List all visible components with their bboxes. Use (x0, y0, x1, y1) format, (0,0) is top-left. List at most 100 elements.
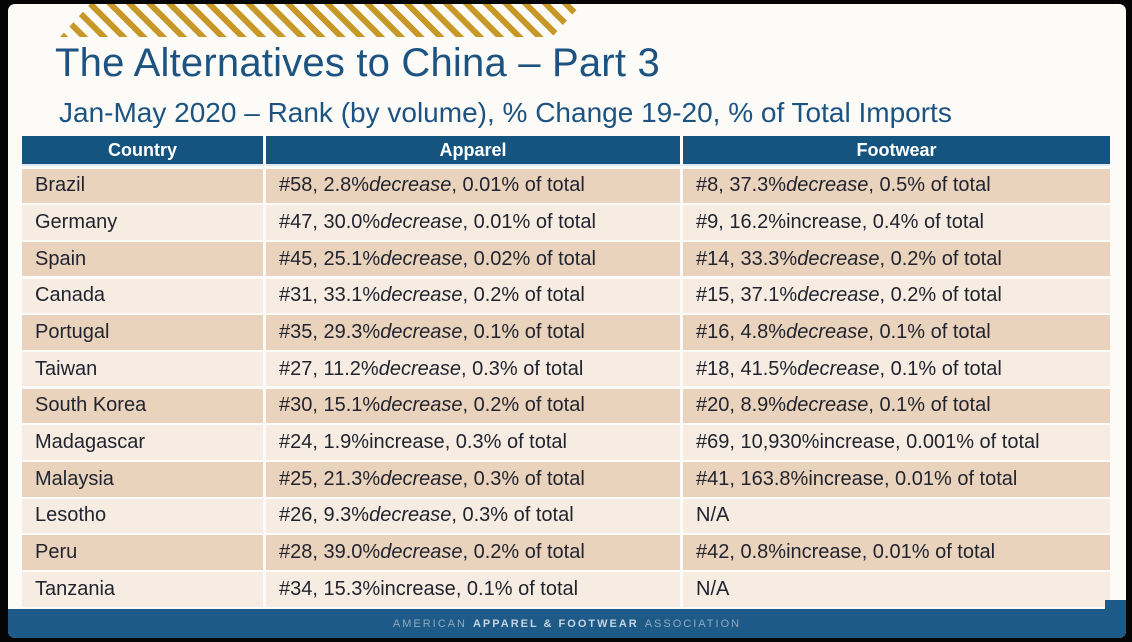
share-of-total: , 0.3% of total (451, 504, 574, 527)
footer-org-prefix: AMERICAN (392, 617, 467, 630)
imports-table: Country Apparel Footwear Brazil #58, 2.8%… (22, 136, 1110, 607)
cell-footwear: #18, 41.5% decrease, 0.1% of total (683, 351, 1110, 387)
rank-and-change: #15, 37.1% (696, 284, 798, 307)
rank-and-change: #34, 15.3% (279, 577, 381, 600)
slide-title: The Alternatives to China – Part 3 (55, 41, 660, 85)
cell-footwear: #15, 37.1% decrease, 0.2% of total (683, 278, 1110, 314)
cell-country: Spain (22, 241, 266, 277)
cell-apparel: #30, 15.1% decrease, 0.2% of total (266, 388, 683, 424)
cell-country: Lesotho (22, 498, 266, 534)
share-of-total: , 0.1% of total (868, 394, 991, 417)
share-of-total: , 0.2% of total (462, 394, 585, 417)
cell-footwear: #69, 10,930% increase, 0.001% of total (683, 425, 1110, 460)
share-of-total: , 0.1% of total (462, 321, 585, 343)
cell-apparel: #25, 21.3% decrease, 0.3% of total (266, 462, 683, 497)
rank-and-change: #24, 1.9% (279, 431, 370, 454)
share-of-total: , 0.001% of total (895, 431, 1040, 454)
direction-word: decrease (369, 174, 452, 197)
rank-and-change: #30, 15.1% (279, 394, 381, 417)
direction-word: decrease (380, 210, 463, 233)
cell-footwear: N/A (683, 498, 1110, 534)
direction-word: increase (786, 541, 862, 564)
rank-and-change: #26, 9.3% (279, 504, 370, 527)
table-row: Tanzania #34, 15.3% increase, 0.1% of tot… (22, 572, 1110, 607)
cell-country: Peru (22, 535, 266, 570)
share-of-total: , 0.01% of total (861, 541, 996, 564)
rank-and-change: #16, 4.8% (696, 321, 787, 343)
rank-and-change: #42, 0.8% (696, 541, 787, 564)
share-of-total: , 0.3% of total (462, 467, 585, 490)
footer-org-name: APPAREL & FOOTWEAR (472, 617, 639, 630)
direction-word: decrease (380, 284, 463, 307)
rank-and-change: #47, 30.0% (279, 210, 381, 233)
rank-and-change: #31, 33.1% (279, 284, 381, 307)
share-of-total: , 0.02% of total (462, 247, 596, 270)
direction-word: decrease (786, 394, 869, 417)
column-header-footwear: Footwear (683, 136, 1110, 166)
table-row: Spain #45, 25.1% decrease, 0.02% of total… (22, 241, 1110, 277)
cell-apparel: #34, 15.3% increase, 0.1% of total (266, 572, 683, 607)
cell-apparel: #58, 2.8% decrease, 0.01% of total (266, 168, 683, 203)
rank-and-change: #8, 37.3% (696, 174, 787, 197)
table-row: Brazil #58, 2.8% decrease, 0.01% of total… (22, 168, 1110, 203)
table-row: South Korea #30, 15.1% decrease, 0.2% of … (22, 388, 1110, 424)
cell-footwear: #9, 16.2% increase, 0.4% of total (683, 205, 1110, 240)
direction-word: decrease (380, 394, 463, 417)
cell-apparel: #35, 29.3% decrease, 0.1% of total (266, 315, 683, 350)
rank-and-change: #28, 39.0% (279, 541, 381, 564)
share-of-total: , 0.1% of total (879, 357, 1002, 380)
column-header-apparel: Apparel (266, 136, 683, 166)
share-of-total: , 0.01% of total (462, 210, 596, 233)
cell-footwear: #16, 4.8% decrease, 0.1% of total (683, 315, 1110, 350)
cell-apparel: #47, 30.0% decrease, 0.01% of total (266, 205, 683, 240)
cell-apparel: #31, 33.1% decrease, 0.2% of total (266, 278, 683, 314)
direction-word: decrease (797, 357, 880, 380)
direction-word: decrease (786, 174, 869, 197)
cell-country: Madagascar (22, 425, 266, 460)
share-of-total: , 0.4% of total (861, 210, 984, 233)
cell-country: Brazil (22, 168, 266, 203)
cell-country: South Korea (22, 388, 266, 424)
direction-word: increase (819, 431, 896, 454)
table-row: Madagascar #24, 1.9% increase, 0.3% of to… (22, 425, 1110, 460)
cell-country: Tanzania (22, 572, 266, 607)
direction-word: decrease (786, 321, 869, 343)
footer-org-suffix: ASSOCIATION (644, 617, 742, 630)
hatch-stripes-decoration (60, 4, 582, 37)
direction-word: increase (786, 210, 862, 233)
table-row: Malaysia #25, 21.3% decrease, 0.3% of tot… (22, 462, 1110, 497)
rank-and-change: #9, 16.2% (696, 210, 787, 233)
direction-word: increase (808, 467, 884, 490)
cell-footwear: #41, 163.8% increase, 0.01% of total (683, 462, 1110, 497)
cell-apparel: #28, 39.0% decrease, 0.2% of total (266, 535, 683, 570)
cell-footwear: N/A (683, 572, 1110, 607)
rank-and-change: #41, 163.8% (696, 467, 809, 490)
cell-apparel: #26, 9.3% decrease, 0.3% of total (266, 498, 683, 534)
direction-word: decrease (380, 467, 463, 490)
column-header-country: Country (22, 136, 266, 166)
direction-word: increase (369, 431, 445, 454)
rank-and-change: #20, 8.9% (696, 394, 787, 417)
direction-word: decrease (797, 247, 880, 270)
cell-country: Malaysia (22, 462, 266, 497)
rank-and-change: #45, 25.1% (279, 247, 381, 270)
cell-footwear: #20, 8.9% decrease, 0.1% of total (683, 388, 1110, 424)
rank-and-change: #35, 29.3% (279, 321, 381, 343)
rank-and-change: #69, 10,930% (696, 431, 820, 454)
cell-footwear: #14, 33.3% decrease, 0.2% of total (683, 241, 1110, 277)
cell-apparel: #45, 25.1% decrease, 0.02% of total (266, 241, 683, 277)
table-row: Taiwan #27, 11.2% decrease, 0.3% of total… (22, 351, 1110, 387)
cell-footwear: #8, 37.3% decrease, 0.5% of total (683, 168, 1110, 203)
share-of-total: , 0.3% of total (444, 431, 567, 454)
cell-country: Canada (22, 278, 266, 314)
table-body: Brazil #58, 2.8% decrease, 0.01% of total… (22, 168, 1110, 607)
direction-word: decrease (797, 284, 880, 307)
cell-footwear: #42, 0.8% increase, 0.01% of total (683, 535, 1110, 570)
footer-notch-decoration (1105, 600, 1126, 609)
cell-country: Taiwan (22, 351, 266, 387)
share-of-total: , 0.01% of total (883, 467, 1018, 490)
rank-and-change: #58, 2.8% (279, 174, 370, 197)
cell-country: Portugal (22, 315, 266, 350)
direction-word: increase (380, 577, 456, 600)
